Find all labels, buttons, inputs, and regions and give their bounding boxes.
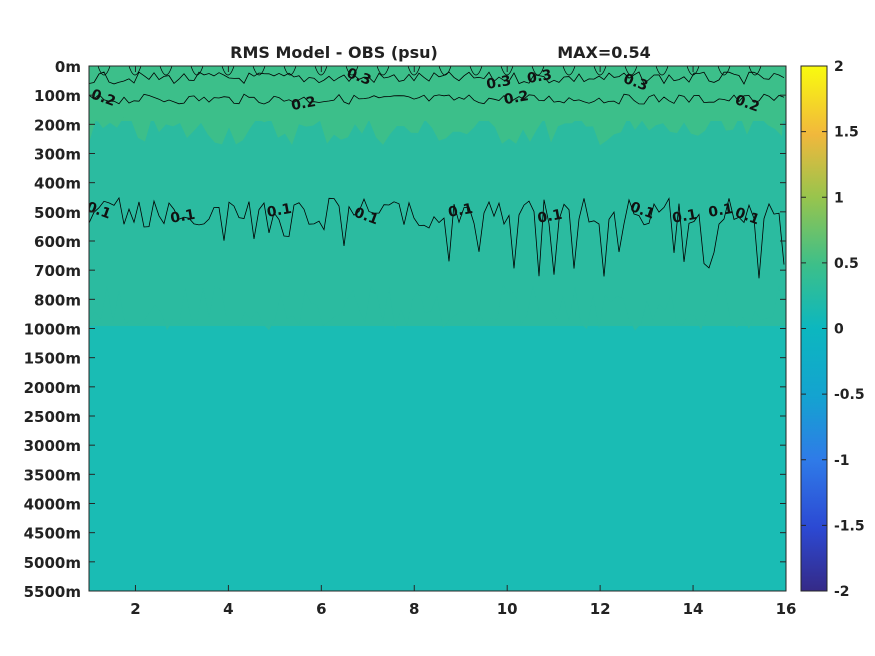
contour-pocket-0-3: [500, 66, 514, 76]
contour-pocket-0-3: [345, 66, 359, 76]
contour-lines: [89, 66, 785, 279]
max-value-label: MAX=0.54: [557, 43, 651, 62]
colorbar-tick-label: -1.5: [834, 518, 865, 534]
contour-pocket-0-3: [376, 66, 390, 76]
contour-label: 0.3: [621, 71, 650, 95]
contour-pocket-0-3: [97, 66, 111, 76]
contour-pocket-0-3: [283, 66, 297, 76]
x-axis: 2 4 6 8 10 12 14 16: [130, 66, 796, 618]
x-tick-label: 2: [130, 600, 140, 618]
y-tick-label: 4000m: [24, 496, 81, 514]
colorbar-tick-label: 2: [834, 59, 844, 75]
upper-layer-edge: [89, 284, 786, 331]
y-tick-label: 2000m: [24, 379, 81, 397]
contour-pocket-0-3: [655, 66, 669, 76]
contour-pocket-0-3: [562, 66, 576, 76]
contour-label: 0.2: [503, 88, 530, 108]
contour-pocket-0-3: [531, 66, 545, 76]
contour-labels: 0.3 0.3 0.3 0.30.2 0.2 0.2 0.20.1 0.1 0.1 0.1 0.1 0…: [84, 66, 762, 229]
y-tick-label: 5000m: [24, 554, 81, 572]
contour-label: 0.1: [352, 205, 381, 229]
y-tick-label: 800m: [34, 291, 81, 309]
colorbar-tick-label: 1.5: [834, 125, 859, 141]
contour-pocket-0-3: [624, 66, 638, 76]
y-tick-label: 0m: [55, 58, 81, 76]
contour-label: 0.2: [290, 94, 317, 114]
y-tick-label: 500m: [34, 204, 81, 222]
contour-label: 0.1: [84, 199, 113, 223]
y-tick-label: 400m: [34, 175, 81, 193]
contour-pocket-0-3: [221, 66, 235, 76]
contour-label: 0.1: [707, 201, 734, 221]
y-axis: 0m 100m 200m 300m 400m 500m 600m 700m 800m 1000m 1…: [24, 58, 786, 601]
colorbar-ticks: 2 1.5 1 0.5 0 -0.5 -1 -1.5 -2: [801, 59, 865, 600]
contour-pocket-0-3: [314, 66, 328, 76]
contour-label: 0.1: [169, 207, 196, 227]
chart-title: RMS Model - OBS (psu): [230, 43, 438, 62]
x-tick-label: 10: [497, 600, 518, 618]
contour-label: 0.1: [733, 205, 762, 229]
contour-pocket-0-3: [717, 66, 731, 76]
contour-label: 0.1: [628, 199, 657, 223]
colorbar-tick-label: 0: [834, 322, 844, 338]
y-tick-label: 2500m: [24, 408, 81, 426]
contour-line-0-3: [89, 71, 785, 85]
colorbar: 2 1.5 1 0.5 0 -0.5 -1 -1.5 -2: [800, 59, 865, 600]
y-tick-label: 300m: [34, 146, 81, 164]
y-tick-label: 100m: [34, 87, 81, 105]
contour-pocket-0-3: [128, 66, 142, 76]
y-tick-label: 600m: [34, 233, 81, 251]
y-tick-label: 4500m: [24, 525, 81, 543]
x-tick-label: 4: [223, 600, 233, 618]
y-tick-label: 3500m: [24, 466, 81, 484]
contour-pocket-0-3: [469, 66, 483, 76]
contour-label: 0.1: [447, 201, 474, 221]
x-tick-label: 14: [683, 600, 704, 618]
y-tick-label: 3000m: [24, 437, 81, 455]
contour-pocket-0-3: [748, 66, 762, 76]
contour-pocket-0-3: [438, 66, 452, 76]
x-tick-label: 8: [409, 600, 419, 618]
contour-label: 0.2: [89, 86, 118, 110]
x-tick-label: 6: [316, 600, 326, 618]
colorbar-tick-label: -2: [834, 584, 850, 600]
contour-label: 0.1: [266, 201, 293, 221]
colorbar-tick-label: -1: [834, 453, 850, 469]
contour-pocket-0-3: [252, 66, 266, 76]
colorbar-tick-label: 0.5: [834, 256, 859, 272]
contour-pocket-0-3: [593, 66, 607, 76]
y-tick-label: 700m: [34, 262, 81, 280]
contour-line-0-1: [89, 196, 785, 279]
contour-line-0-2: [89, 93, 785, 105]
surface-layer-edge: [89, 66, 786, 146]
contour-pocket-0-3: [686, 66, 700, 76]
colorbar-tick-label: 1: [834, 190, 844, 206]
y-tick-label: 1500m: [24, 350, 81, 368]
contour-label: 0.3: [526, 67, 553, 87]
contour-pocket-0-3: [190, 66, 204, 76]
contour-label: 0.1: [671, 207, 698, 227]
colorbar-tick-label: -0.5: [834, 387, 865, 403]
contour-pocket-0-3: [159, 66, 173, 76]
contour-label: 0.1: [536, 207, 563, 227]
contour-label: 0.2: [733, 92, 762, 116]
y-tick-label: 1000m: [24, 321, 81, 339]
x-tick-label: 12: [590, 600, 611, 618]
plot-area: 0.3 0.3 0.3 0.30.2 0.2 0.2 0.20.1 0.1 0.1 0.1 0.1 0…: [84, 66, 786, 591]
x-tick-label: 16: [776, 600, 797, 618]
contour-label: 0.3: [485, 73, 512, 93]
contour-pocket-0-3: [407, 66, 421, 76]
y-tick-label: 200m: [34, 116, 81, 134]
y-tick-label: 5500m: [24, 583, 81, 601]
